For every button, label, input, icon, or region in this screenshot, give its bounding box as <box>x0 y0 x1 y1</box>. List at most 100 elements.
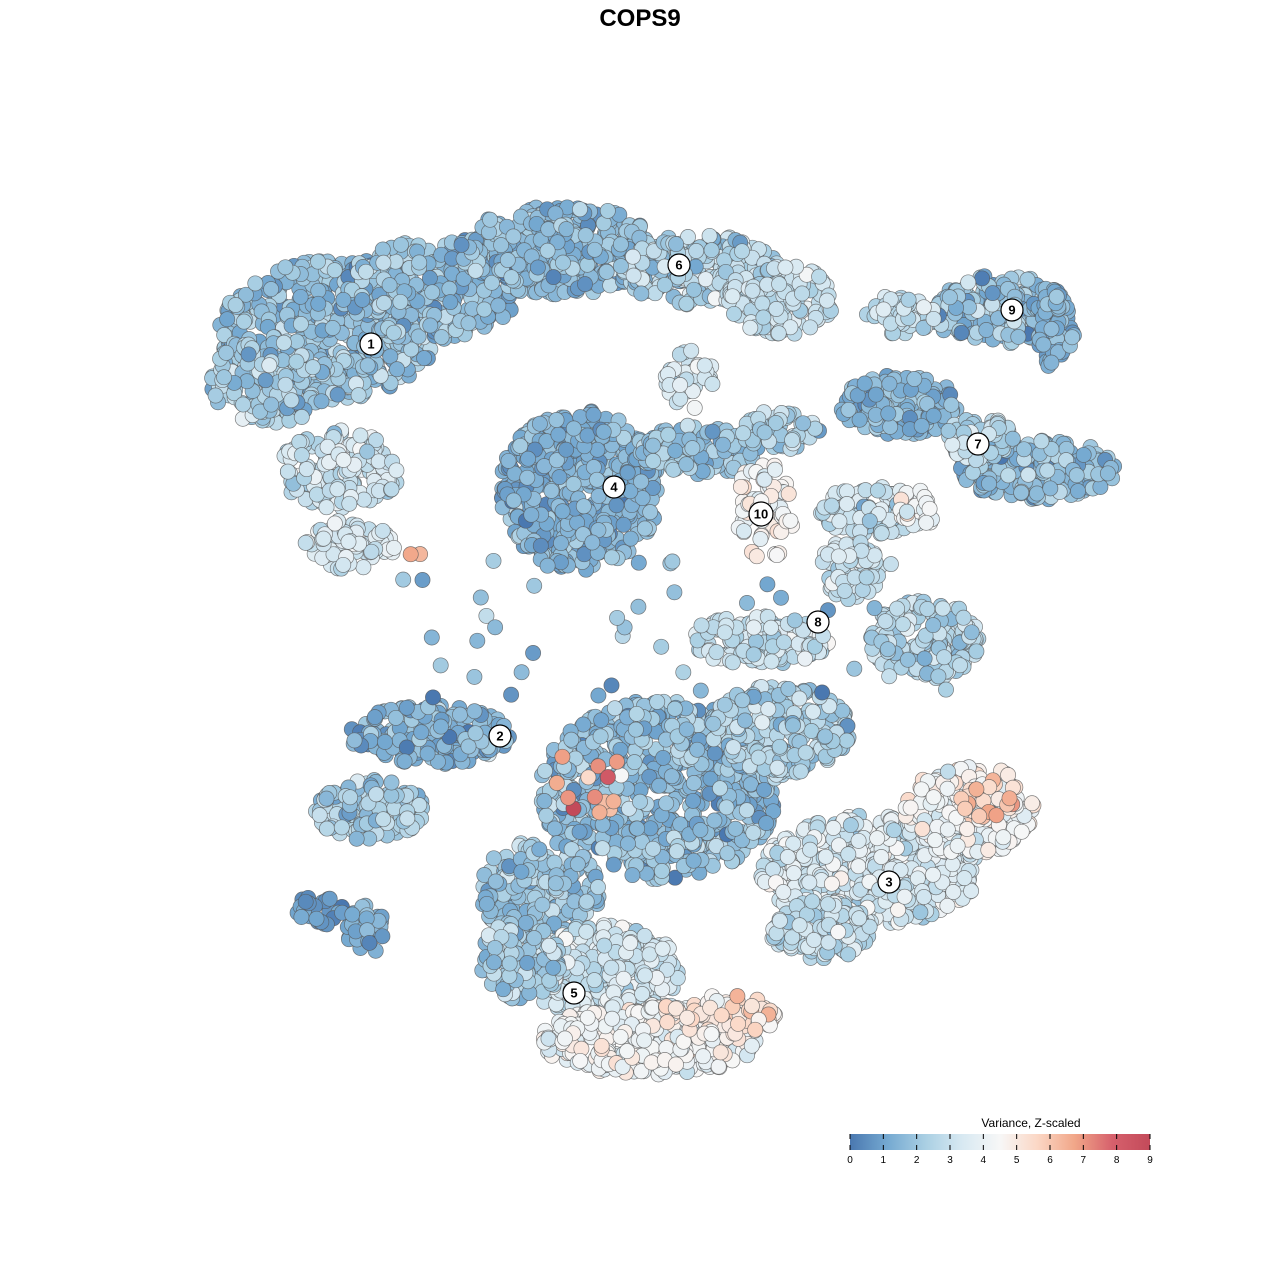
scatter-point <box>858 569 875 586</box>
scatter-point <box>342 789 359 806</box>
scatter-point <box>558 221 575 238</box>
scatter-point <box>467 725 484 742</box>
scatter-point <box>216 369 232 386</box>
scatter-point <box>706 812 723 829</box>
scatter-point <box>838 496 855 512</box>
scatter-point <box>460 738 477 755</box>
scatter-point <box>879 641 896 658</box>
scatter-point <box>649 693 666 710</box>
scatter-point <box>1013 484 1030 501</box>
scatter-point <box>697 271 714 288</box>
scatter-point <box>861 512 878 529</box>
scatter-point <box>357 263 374 280</box>
scatter-point <box>277 259 294 276</box>
scatter-point <box>686 399 703 416</box>
scatter-point <box>599 202 616 219</box>
scatter-point <box>668 843 685 860</box>
scatter-point <box>598 263 615 280</box>
scatter-point <box>727 820 744 837</box>
scatter-point <box>383 774 400 791</box>
scatter-point <box>880 405 897 422</box>
scatter-point <box>679 417 696 434</box>
scatter-point <box>382 348 399 365</box>
scatter-point <box>678 721 695 738</box>
scatter-point <box>455 270 472 287</box>
scatter-point <box>293 447 310 464</box>
scatter-point <box>632 793 648 810</box>
scatter-point <box>685 852 702 869</box>
scatter-point <box>683 342 700 359</box>
scatter-point <box>777 259 794 276</box>
scatter-point <box>742 319 759 336</box>
scatter-point <box>313 393 330 410</box>
scatter-point <box>275 334 292 351</box>
scatter-point <box>620 835 636 852</box>
scatter-point <box>467 262 484 279</box>
scatter-point <box>476 301 493 318</box>
scatter-point <box>499 252 516 269</box>
scatter-point <box>410 328 427 345</box>
scatter-point <box>340 533 357 550</box>
scatter-point <box>626 754 643 771</box>
scatter-point <box>645 437 661 454</box>
scatter-point <box>738 802 755 819</box>
scatter-point <box>724 654 741 671</box>
scatter-point <box>375 254 392 271</box>
scatter-point <box>297 534 314 551</box>
scatter-point <box>672 377 689 393</box>
scatter-point <box>432 718 449 735</box>
scatter-point <box>968 643 985 660</box>
scatter-point <box>293 409 310 425</box>
scatter-point <box>752 531 769 547</box>
chart-title: COPS9 <box>599 5 680 32</box>
scatter-point <box>868 386 884 403</box>
scatter-point <box>452 706 468 723</box>
scatter-point <box>293 909 310 925</box>
scatter-point <box>830 548 847 565</box>
scatter-point <box>668 236 685 253</box>
scatter-point <box>612 236 629 253</box>
scatter-point <box>794 285 810 302</box>
scatter-point <box>227 297 244 313</box>
scatter-point <box>329 481 346 498</box>
scatter-point <box>856 375 873 392</box>
scatter-point <box>645 453 662 469</box>
scatter-point <box>1070 483 1086 500</box>
scatter-point <box>355 559 372 576</box>
scatter-point <box>678 295 695 312</box>
scatter-point <box>335 452 352 468</box>
scatter-point <box>877 613 894 630</box>
scatter-point <box>672 390 689 407</box>
scatter-point <box>819 292 835 309</box>
scatter-point <box>537 762 553 779</box>
scatter-point <box>771 276 788 293</box>
scatter-point <box>563 731 580 748</box>
scatter-point <box>565 420 582 437</box>
scatter-point <box>453 236 470 253</box>
scatter-point <box>321 890 338 907</box>
scatter-point <box>1042 480 1059 497</box>
scatter-point <box>344 906 361 923</box>
scatter-point <box>298 461 315 478</box>
scatter-point <box>531 415 548 432</box>
scatter-point <box>889 600 906 617</box>
scatter-point <box>558 441 575 458</box>
scatter-point <box>605 856 622 873</box>
scatter-point <box>288 353 305 370</box>
scatter-point <box>755 309 772 326</box>
scatter-point <box>869 482 886 499</box>
scatter-point <box>625 267 642 284</box>
scatter-point <box>1004 430 1021 447</box>
scatter-point <box>763 619 779 636</box>
scatter-point <box>319 820 335 837</box>
scatter-point <box>941 289 958 306</box>
scatter-point <box>277 376 294 393</box>
scatter-point <box>754 295 771 312</box>
scatter-point <box>350 387 367 404</box>
scatter-point <box>881 375 898 392</box>
scatter-point <box>366 709 383 726</box>
scatter-point <box>375 811 392 828</box>
scatter-point <box>943 396 960 413</box>
scatter-point <box>684 440 701 457</box>
